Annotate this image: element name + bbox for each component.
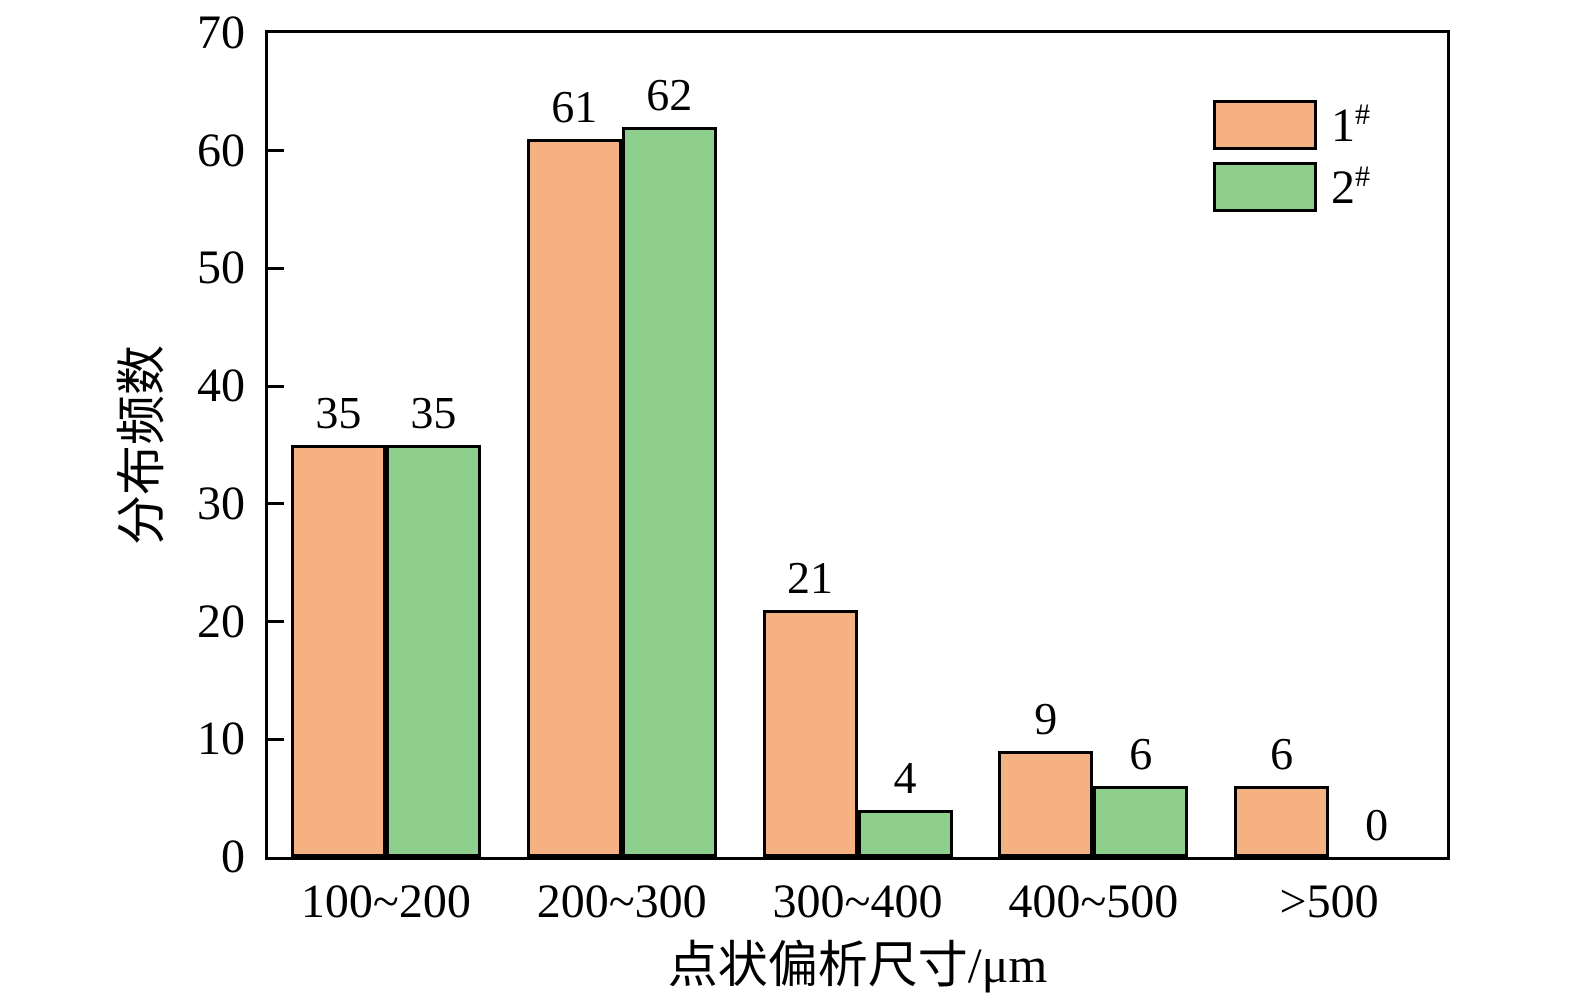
- bar-value-label: 6: [1270, 728, 1294, 780]
- x-axis-title: 点状偏析尺寸/μm: [667, 937, 1048, 993]
- x-tick-label: 200~300: [536, 875, 707, 928]
- bar-series2-cat3: [857, 809, 953, 857]
- legend: 1# 2#: [1213, 98, 1370, 222]
- legend-label-series2: 2#: [1331, 160, 1370, 214]
- bar-series1-cat4: [998, 751, 1094, 857]
- legend-label-series1: 1#: [1331, 98, 1370, 152]
- bar-series1-cat1: [290, 445, 386, 857]
- y-tick-label: 50: [197, 241, 245, 295]
- bar-value-label: 62: [646, 69, 693, 121]
- y-axis-tick: [268, 737, 284, 741]
- y-tick-label: 0: [221, 830, 245, 883]
- legend-item-2: 2#: [1213, 160, 1370, 214]
- y-axis-tick: [268, 266, 284, 270]
- bar-value-label: 4: [893, 751, 917, 803]
- legend-swatch-series1: [1213, 100, 1317, 150]
- y-tick-label: 60: [197, 123, 245, 177]
- bar-value-label: 9: [1034, 693, 1058, 745]
- y-tick-label: 70: [197, 6, 245, 59]
- x-tick-label: >500: [1279, 875, 1379, 928]
- y-tick-label: 40: [197, 359, 245, 413]
- y-axis-tick: [268, 149, 284, 153]
- x-tick-label: 400~500: [1008, 875, 1179, 928]
- bar-series1-cat5: [1234, 786, 1330, 857]
- bar-series2-cat4: [1093, 786, 1189, 857]
- y-tick-label: 20: [197, 594, 245, 648]
- y-axis-tick: [268, 620, 284, 624]
- bar-value-label: 35: [315, 387, 362, 438]
- bar-series2-cat1: [385, 445, 481, 857]
- y-tick-label: 10: [197, 712, 245, 766]
- bar-series1-cat3: [762, 609, 858, 857]
- bar-value-label: 6: [1129, 728, 1153, 780]
- bar-series2-cat2: [621, 127, 717, 857]
- y-axis-tick: [268, 502, 284, 506]
- bar-value-label: 21: [787, 551, 833, 603]
- bar-series1-cat2: [526, 138, 622, 857]
- bar-value-label: 61: [551, 80, 598, 132]
- legend-swatch-series2: [1213, 162, 1317, 212]
- legend-item-1: 1#: [1213, 98, 1370, 152]
- y-axis-tick: [268, 384, 284, 388]
- x-tick-label: 300~400: [772, 875, 943, 928]
- y-tick-label: 30: [197, 476, 245, 530]
- x-tick-label: 100~200: [300, 875, 471, 928]
- bar-value-label: 0: [1365, 799, 1389, 850]
- bar-value-label: 35: [410, 387, 457, 438]
